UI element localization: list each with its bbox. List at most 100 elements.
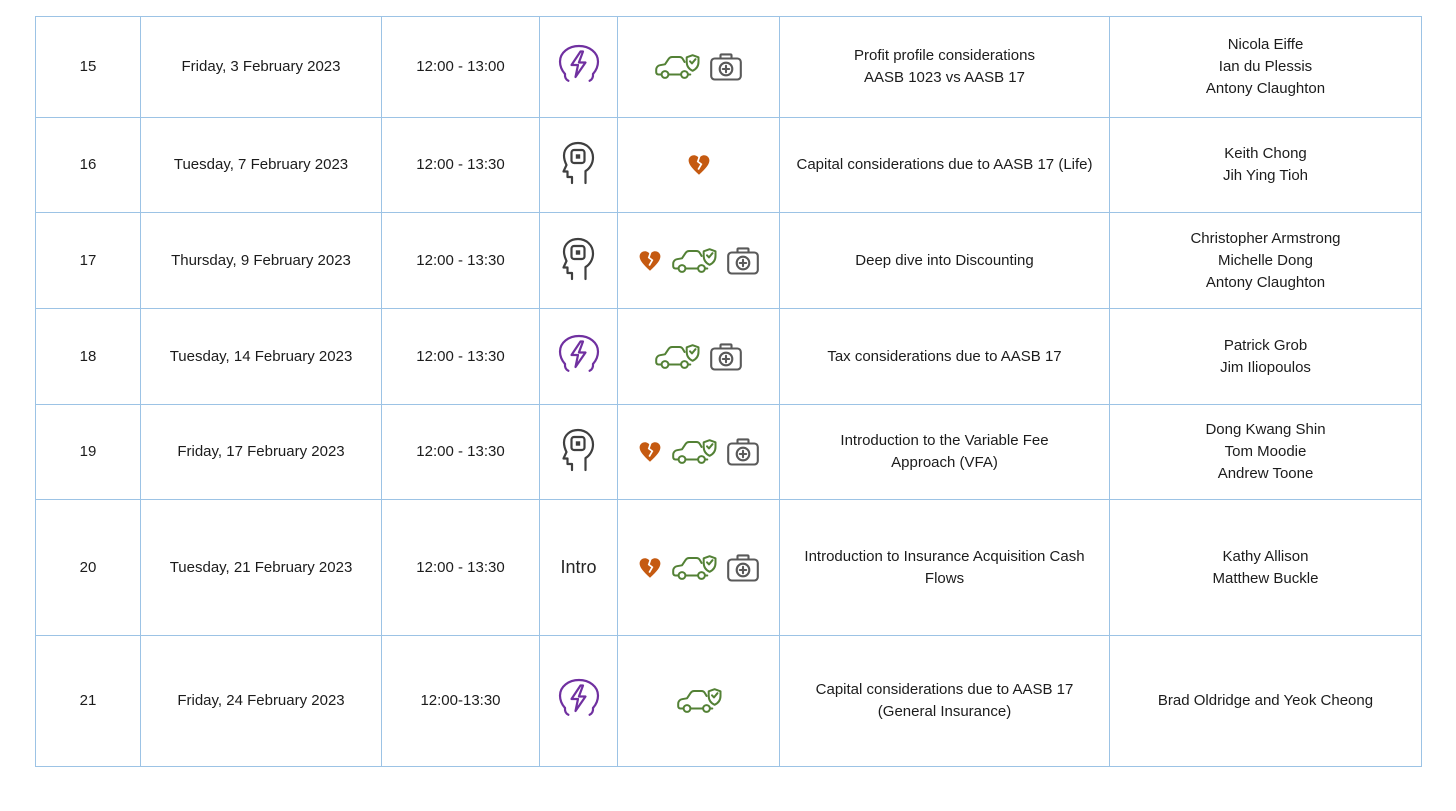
date-cell: Thursday, 9 February 2023	[140, 212, 382, 309]
product-icon-group	[638, 437, 760, 467]
time-cell-line: 12:00 - 13:30	[416, 156, 505, 173]
date-cell-line: Friday, 17 February 2023	[177, 443, 345, 460]
first-aid-kit-icon	[709, 52, 743, 82]
session-number-cell: 18	[35, 308, 141, 405]
topic-cell-line: Capital considerations due to AASB 17 (L…	[796, 156, 1093, 173]
presenters-cell-line: Keith Chong	[1224, 145, 1307, 162]
topic-cell: Deep dive into Discounting	[779, 212, 1110, 309]
topic-cell: Capital considerations due to AASB 17 (L…	[779, 117, 1110, 213]
presenters-cell-line: Jim Iliopoulos	[1220, 358, 1311, 376]
presenters-cell: Nicola Eiffe Ian du Plessis Antony Claught…	[1109, 16, 1422, 118]
date-cell-line: Friday, 24 February 2023	[177, 692, 345, 709]
topic-cell: Tax considerations due to AASB 17	[779, 308, 1110, 405]
first-aid-kit-icon	[709, 342, 743, 372]
topic-cell-line: AASB 1023 vs AASB 17	[864, 69, 1025, 86]
first-aid-kit-icon	[726, 246, 760, 276]
presenters-cell-line: Patrick Grob	[1223, 336, 1308, 354]
date-cell: Friday, 17 February 2023	[140, 404, 382, 500]
date-cell-line: Tuesday, 7 February 2023	[173, 156, 349, 173]
date-cell-line: Tuesday, 14 February 2023	[169, 347, 353, 365]
time-cell: 12:00 - 13:30	[381, 404, 540, 500]
presenters-cell-line: Antony Claughton	[1205, 80, 1326, 97]
product-icon-group	[676, 686, 722, 716]
product-icons-cell	[617, 635, 780, 767]
topic-cell-line: Profit profile considerations	[854, 47, 1035, 64]
presenters-cell: Kathy Allison Matthew Buckle	[1109, 499, 1422, 636]
car-shield-icon	[654, 342, 700, 372]
table-row: 18 Tuesday, 14 February 2023 12:00 - 13:30…	[35, 308, 1422, 405]
session-number-cell-line: 16	[79, 156, 97, 173]
broken-heart-icon	[638, 557, 662, 579]
head-chip-icon	[558, 140, 600, 186]
session-number-cell: 21	[35, 635, 141, 767]
car-shield-icon	[671, 437, 717, 467]
session-type-cell	[539, 308, 618, 405]
topic-cell-line: Tax considerations due to AASB 17	[827, 347, 1062, 365]
first-aid-kit-icon	[726, 437, 760, 467]
schedule-table-body: 15 Friday, 3 February 2023 12:00 - 13:00 Pr…	[35, 16, 1422, 767]
session-type-cell: Intro	[539, 499, 618, 636]
product-icons-cell	[617, 499, 780, 636]
time-cell: 12:00 - 13:00	[381, 16, 540, 118]
presenters-cell: Patrick Grob Jim Iliopoulos	[1109, 308, 1422, 405]
presenters-cell-line: Dong Kwang Shin	[1205, 421, 1326, 438]
session-number-cell: 15	[35, 16, 141, 118]
presenters-cell-line: Michelle Dong	[1217, 251, 1314, 269]
topic-cell: Introduction to Insurance Acquisition Ca…	[779, 499, 1110, 636]
car-shield-icon	[654, 52, 700, 82]
topic-cell-line: Introduction to Insurance Acquisition Ca…	[804, 547, 1085, 565]
presenters-cell-line: Nicola Eiffe	[1227, 36, 1304, 53]
time-cell-line: 12:00 - 13:30	[416, 443, 505, 460]
product-icon-group	[654, 52, 743, 82]
date-cell: Friday, 3 February 2023	[140, 16, 382, 118]
time-cell-line: 12:00 - 13:30	[416, 347, 505, 365]
schedule-table: 15 Friday, 3 February 2023 12:00 - 13:00 Pr…	[35, 16, 1422, 767]
car-shield-icon	[676, 686, 722, 716]
session-type-cell	[539, 635, 618, 767]
product-icons-cell	[617, 117, 780, 213]
session-number-cell-line: 19	[79, 443, 97, 460]
car-shield-icon	[671, 553, 717, 583]
table-row: 21 Friday, 24 February 2023 12:00-13:30 Cap…	[35, 635, 1422, 767]
table-row: 15 Friday, 3 February 2023 12:00 - 13:00 Pr…	[35, 16, 1422, 118]
time-cell: 12:00 - 13:30	[381, 212, 540, 309]
topic-cell-line: Flows	[924, 569, 965, 587]
session-number-cell-line: 21	[79, 692, 97, 709]
broken-heart-icon	[687, 154, 711, 176]
topic-cell-line: (General Insurance)	[877, 703, 1012, 720]
presenters-cell: Dong Kwang Shin Tom Moodie Andrew Toone	[1109, 404, 1422, 500]
car-shield-icon	[671, 246, 717, 276]
date-cell: Tuesday, 7 February 2023	[140, 117, 382, 213]
head-lightning-icon	[556, 677, 602, 721]
table-row: 16 Tuesday, 7 February 2023 12:00 - 13:30 C…	[35, 117, 1422, 213]
presenters-cell-line: Tom Moodie	[1224, 443, 1307, 460]
time-cell-line: 12:00-13:30	[420, 692, 501, 709]
session-number-cell-line: 17	[79, 251, 97, 269]
topic-cell-line: Deep dive into Discounting	[855, 251, 1034, 269]
table-row: 17 Thursday, 9 February 2023 12:00 - 13:30…	[35, 212, 1422, 309]
product-icons-cell	[617, 404, 780, 500]
session-number-cell: 20	[35, 499, 141, 636]
presenters-cell-line: Christopher Armstrong	[1190, 229, 1341, 247]
product-icon-group	[687, 154, 711, 176]
topic-cell-line: Approach (VFA)	[891, 454, 998, 471]
topic-cell-line: Capital considerations due to AASB 17	[815, 681, 1074, 698]
time-cell: 12:00-13:30	[381, 635, 540, 767]
presenters-cell-line: Antony Claughton	[1205, 273, 1326, 291]
presenters-cell-line: Brad Oldridge and Yeok Cheong	[1157, 692, 1374, 709]
time-cell-line: 12:00 - 13:30	[416, 251, 505, 269]
time-cell: 12:00 - 13:30	[381, 117, 540, 213]
date-cell: Tuesday, 14 February 2023	[140, 308, 382, 405]
topic-cell: Profit profile considerations AASB 1023 v…	[779, 16, 1110, 118]
broken-heart-icon	[638, 250, 662, 272]
session-type-cell	[539, 117, 618, 213]
time-cell-line: 12:00 - 13:00	[416, 58, 505, 75]
date-cell-line: Thursday, 9 February 2023	[171, 251, 351, 269]
first-aid-kit-icon	[726, 553, 760, 583]
date-cell: Friday, 24 February 2023	[140, 635, 382, 767]
session-number-cell-line: 15	[79, 58, 97, 75]
session-number-cell-line: 18	[79, 347, 97, 365]
presenters-cell: Brad Oldridge and Yeok Cheong	[1109, 635, 1422, 767]
session-number-cell: 19	[35, 404, 141, 500]
